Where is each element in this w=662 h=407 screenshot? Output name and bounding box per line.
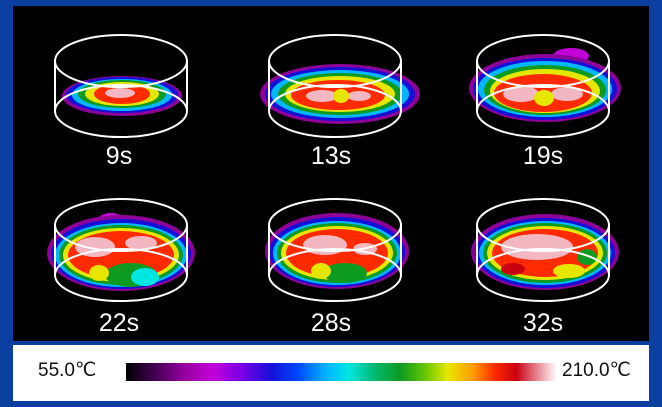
dish-outline — [476, 34, 610, 138]
scale-max-label: 210.0℃ — [562, 360, 631, 381]
thermal-cell-13s: 13s — [225, 6, 437, 173]
dish-heatmap-22s — [47, 198, 195, 302]
dish-outline — [268, 198, 402, 302]
time-label: 9s — [105, 142, 133, 170]
dish-heatmap-19s — [469, 34, 621, 138]
temperature-scale-bar: 55.0℃ 210.0℃ — [13, 345, 649, 401]
heat-blob — [47, 213, 195, 291]
thermal-cell-22s: 22s — [13, 173, 225, 340]
dish-heatmap-28s — [265, 198, 409, 302]
dish-heatmap-9s — [54, 34, 188, 138]
thermal-cell-9s: 9s — [13, 6, 225, 173]
time-label: 19s — [522, 142, 564, 170]
dish-outline — [268, 34, 402, 138]
thermal-cell-19s: 19s — [437, 6, 649, 173]
time-label: 13s — [310, 142, 352, 170]
dish-heatmap-32s — [471, 198, 619, 302]
time-label: 22s — [98, 309, 140, 337]
color-ramp — [126, 363, 555, 381]
dish-heatmap-13s — [260, 34, 420, 138]
thermal-cell-32s: 32s — [437, 173, 649, 340]
time-label: 32s — [522, 309, 564, 337]
thermal-cell-28s: 28s — [225, 173, 437, 340]
thermal-image-panel: 9s 13s — [13, 6, 649, 341]
dish-outline — [54, 198, 188, 302]
scale-min-label: 55.0℃ — [38, 360, 97, 381]
time-label: 28s — [310, 309, 352, 337]
dish-outline — [476, 198, 610, 302]
heat-blob — [471, 214, 619, 290]
dish-outline — [54, 34, 188, 138]
heat-blob — [260, 64, 420, 124]
heat-blob — [469, 48, 621, 122]
